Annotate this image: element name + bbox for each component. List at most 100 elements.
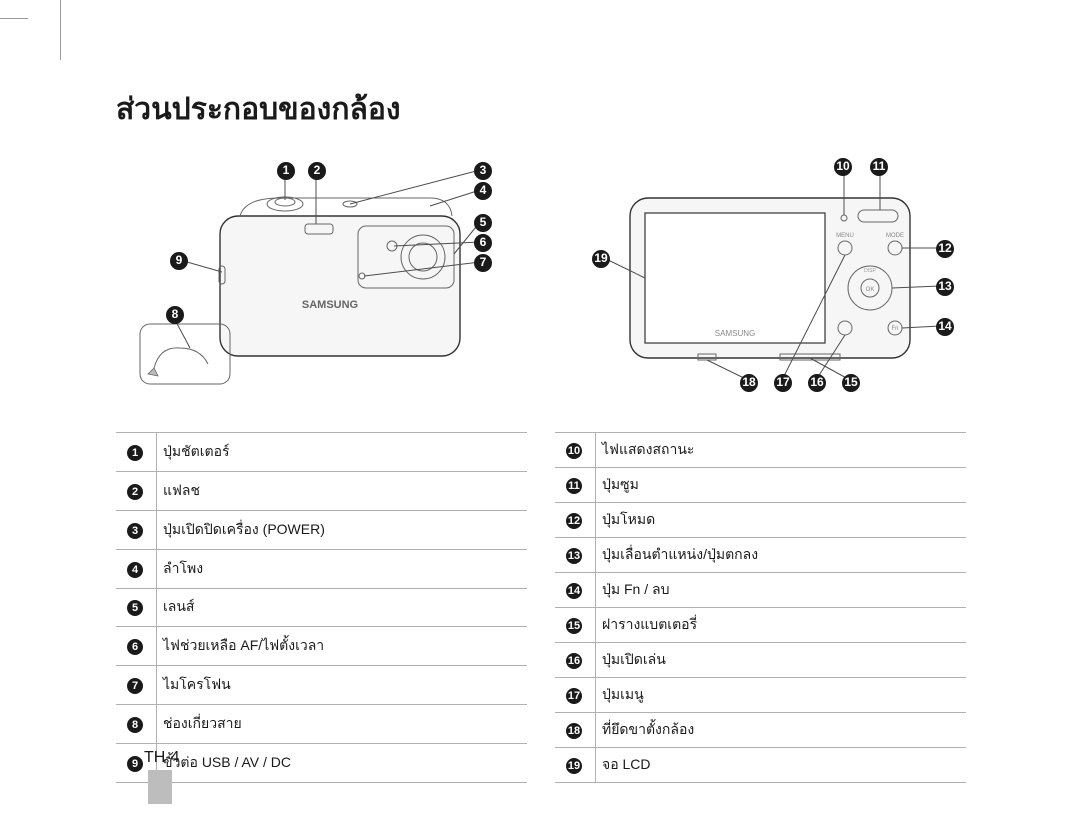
page-number-text: TH-4 [144,750,180,766]
table-row: 4 ลำโพง [116,549,527,588]
callout-4: 4 [474,182,492,200]
page-number: TH-4 [144,750,180,766]
part-number-bullet: 13 [566,548,582,564]
part-label-cell: แฟลช [157,471,528,510]
part-label-cell: จอ LCD [596,748,967,783]
callout-15: 15 [842,374,860,392]
table-row: 1 ปุ่มชัตเตอร์ [116,433,527,472]
table-row: 6ไฟช่วยเหลือ AF/ไฟตั้งเวลา [116,627,527,666]
part-number-cell: 4 [116,549,157,588]
callout-6: 6 [474,234,492,252]
part-label-cell: ปุ่มซูม [596,468,967,503]
part-label-cell: ปุ่มชัตเตอร์ [157,433,528,472]
part-number-bullet: 1 [127,445,143,461]
part-label-cell: ปุ่มเลื่อนตำแหน่ง/ปุ่มตกลง [596,538,967,573]
svg-text:OK: OK [866,287,875,293]
part-label-cell: ที่ยึดขาตั้งกล้อง [596,713,967,748]
part-label-cell: ลำโพง [157,549,528,588]
part-number-cell: 7 [116,666,157,705]
table-row: 11 ปุ่มซูม [555,468,966,503]
part-number-bullet: 16 [566,653,582,669]
part-number-bullet: 2 [127,484,143,500]
part-number-bullet: 3 [127,523,143,539]
parts-table-left: 1 ปุ่มชัตเตอร์ 2 แฟลช 3 ปุ่มเปิดปิดเครื่อง (P… [116,432,527,783]
svg-text:MODE: MODE [886,233,904,239]
svg-text:Fn: Fn [891,326,898,332]
table-row: 5 เลนส์ [116,588,527,627]
part-label-cell: ปุ่มเปิดปิดเครื่อง (POWER) [157,510,528,549]
part-number-bullet: 12 [566,513,582,529]
callout-16: 16 [808,374,826,392]
part-number-bullet: 4 [127,562,143,578]
part-number-cell: 19 [555,748,596,783]
callout-19: 19 [592,250,610,268]
callout-2: 2 [308,162,326,180]
parts-table-right: 10 ไฟแสดงสถานะ 11 ปุ่มซูม12ปุ่มโหมด 13 ปุ่มเล… [555,432,966,783]
svg-text:SAMSUNG: SAMSUNG [302,299,358,311]
part-number-cell: 6 [116,627,157,666]
part-number-bullet: 15 [566,618,582,634]
part-number-cell: 10 [555,433,596,468]
part-number-cell: 5 [116,588,157,627]
part-number-bullet: 7 [127,678,143,694]
part-label-cell: ปุ่มเมนู [596,678,967,713]
part-number-cell: 14 [555,573,596,608]
part-label-cell: ขั้วต่อ USB / AV / DC [157,744,528,783]
part-number-bullet: 5 [127,600,143,616]
manual-page: ส่วนประกอบของกล้อง SAMSUNG [0,0,1080,835]
callout-17: 17 [774,374,792,392]
crop-mark-horizontal [0,18,28,19]
crop-mark-vertical [60,0,61,60]
back-view-diagram: SAMSUNG MENU MODE OK DISP Fn [580,158,980,408]
callout-7: 7 [474,254,492,272]
part-number-cell: 15 [555,608,596,643]
part-number-bullet: 11 [566,478,582,494]
callout-18: 18 [740,374,758,392]
table-row: 12ปุ่มโหมด [555,503,966,538]
part-number-bullet: 14 [566,583,582,599]
part-number-bullet: 19 [566,758,582,774]
part-label-cell: ช่องเกี่ยวสาย [157,705,528,744]
part-label-cell: ปุ่ม Fn / ลบ [596,573,967,608]
part-number-cell: 17 [555,678,596,713]
svg-text:DISP: DISP [864,268,876,274]
part-number-bullet: 8 [127,717,143,733]
back-camera-svg: SAMSUNG MENU MODE OK DISP Fn [580,158,980,408]
part-label-cell: ปุ่มเปิดเล่น [596,643,967,678]
callout-3: 3 [474,162,492,180]
part-number-bullet: 17 [566,688,582,704]
part-number-bullet: 6 [127,639,143,655]
part-label-cell: เลนส์ [157,588,528,627]
table-row: 18 ที่ยึดขาตั้งกล้อง [555,713,966,748]
table-row: 19 จอ LCD [555,748,966,783]
part-number-cell: 18 [555,713,596,748]
part-number-cell: 3 [116,510,157,549]
part-number-bullet: 9 [127,756,143,772]
part-label-cell: ไฟแสดงสถานะ [596,433,967,468]
page-number-bar [148,770,172,804]
callout-9: 9 [170,252,188,270]
table-row: 7 ไมโครโฟน [116,666,527,705]
parts-tables: 1 ปุ่มชัตเตอร์ 2 แฟลช 3 ปุ่มเปิดปิดเครื่อง (P… [116,432,966,783]
callout-5: 5 [474,214,492,232]
part-number-bullet: 10 [566,443,582,459]
table-row: 16 ปุ่มเปิดเล่น [555,643,966,678]
page-title: ส่วนประกอบของกล้อง [116,86,401,133]
callout-13: 13 [936,278,954,296]
callout-14: 14 [936,318,954,336]
svg-text:SAMSUNG: SAMSUNG [715,329,755,338]
table-row: 3 ปุ่มเปิดปิดเครื่อง (POWER) [116,510,527,549]
part-label-cell: ไมโครโฟน [157,666,528,705]
svg-text:MENU: MENU [836,233,854,239]
part-number-bullet: 18 [566,723,582,739]
table-row: 10 ไฟแสดงสถานะ [555,433,966,468]
part-number-cell: 12 [555,503,596,538]
table-row: 14 ปุ่ม Fn / ลบ [555,573,966,608]
part-number-cell: 11 [555,468,596,503]
front-view-diagram: SAMSUNG 1 2 3 4 5 6 7 8 9 [130,158,490,408]
callout-10: 10 [834,158,852,176]
part-label-cell: ฝารางแบตเตอรี่ [596,608,967,643]
front-camera-svg: SAMSUNG [130,158,490,408]
part-number-cell: 13 [555,538,596,573]
table-row: 15 ฝารางแบตเตอรี่ [555,608,966,643]
